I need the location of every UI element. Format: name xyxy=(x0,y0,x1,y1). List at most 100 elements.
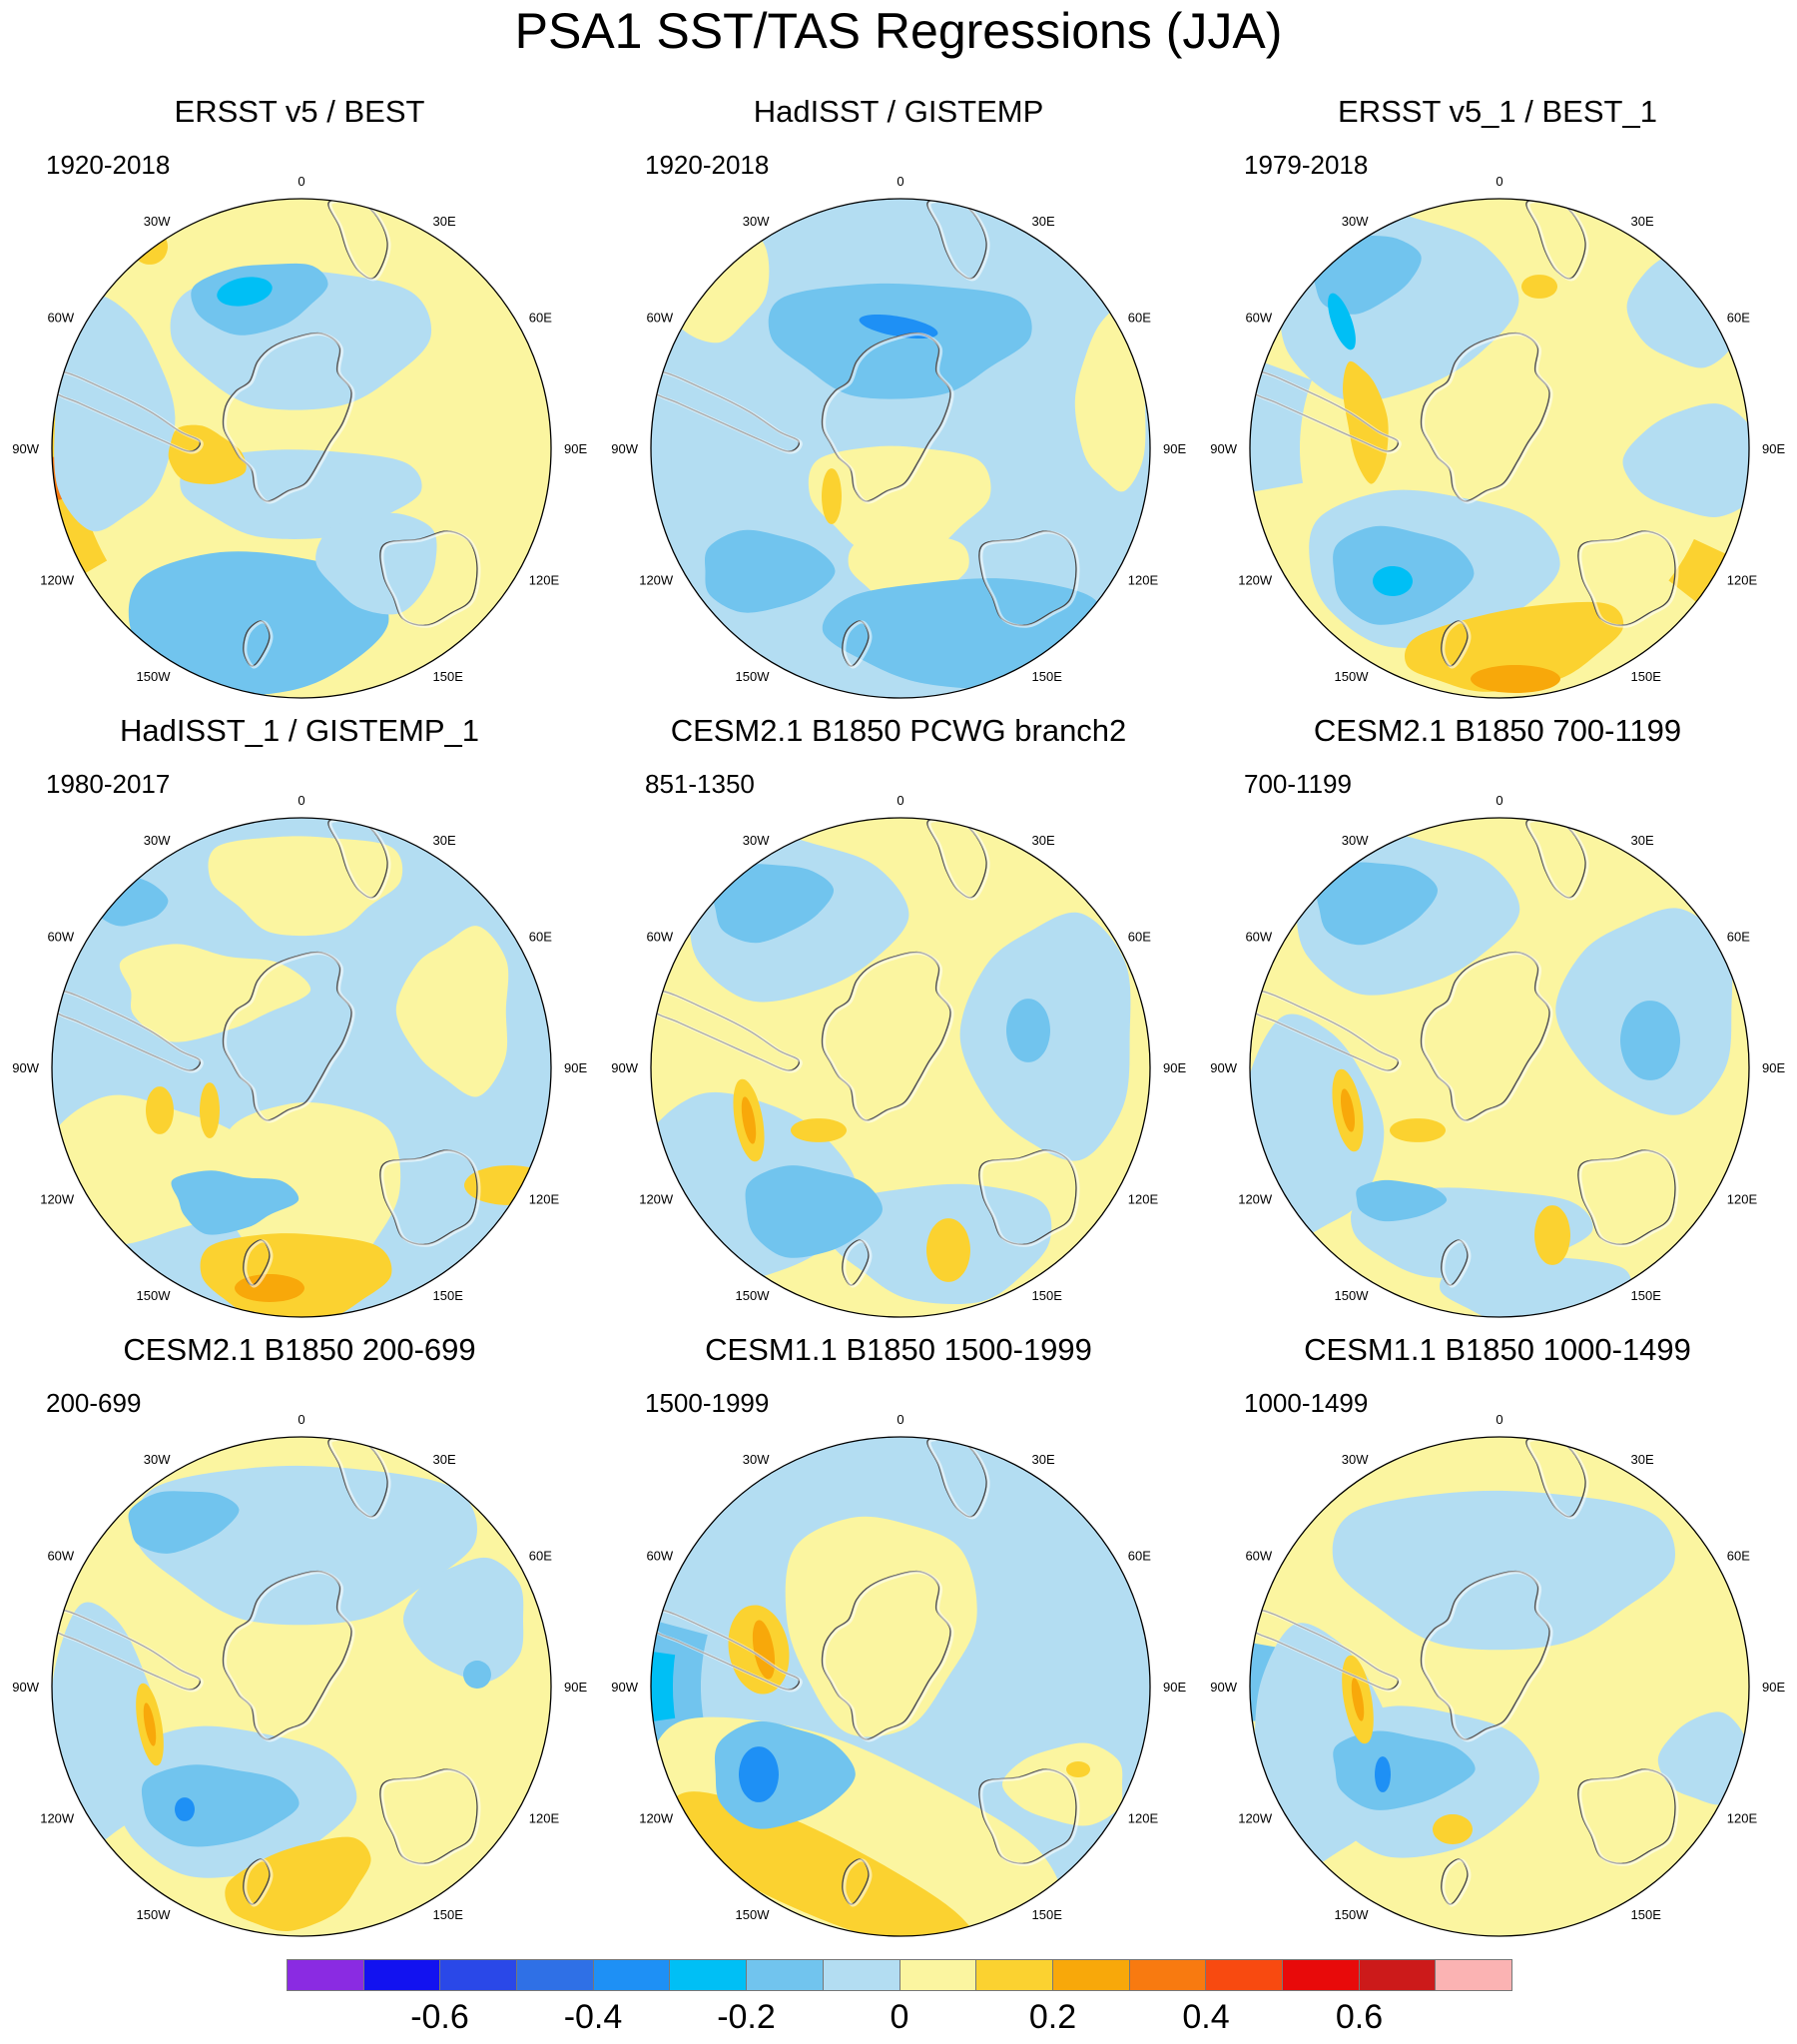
field-contour xyxy=(141,1764,300,1847)
longitude-label: 120E xyxy=(529,1811,560,1826)
coastline-halo xyxy=(53,990,204,1073)
longitude-label: 60E xyxy=(1128,1549,1151,1564)
longitude-label: 30E xyxy=(433,1452,456,1467)
map-border xyxy=(650,817,1151,1318)
coastline-halo xyxy=(1251,990,1402,1073)
longitude-label: 60W xyxy=(47,1549,74,1564)
panel-period: 1979-2018 xyxy=(1244,150,1369,180)
panel-title: CESM1.1 B1850 1500-1999 xyxy=(705,1332,1092,1367)
field-contour xyxy=(200,1082,220,1138)
longitude-label: 30W xyxy=(144,833,171,848)
colorbar-tick-label: -0.6 xyxy=(410,1998,469,2036)
field-contour xyxy=(1066,1761,1090,1777)
coastline-halo xyxy=(652,990,803,1073)
panel-title: CESM1.1 B1850 1000-1499 xyxy=(1304,1332,1691,1367)
colorbar-swatch xyxy=(670,1960,748,1990)
colorbar-swatch xyxy=(288,1960,364,1990)
longitude-label: 30E xyxy=(1631,833,1654,848)
longitude-label: 120E xyxy=(1128,1192,1159,1207)
coastline-halo xyxy=(1578,1768,1679,1866)
panel-title: CESM2.1 B1850 PCWG branch2 xyxy=(670,713,1127,748)
field-contour xyxy=(1328,293,1356,350)
field-contour xyxy=(54,295,176,532)
longitude-label: 120E xyxy=(1128,573,1159,588)
longitude-label: 30E xyxy=(1032,1452,1055,1467)
polar-map: 030E60E90E120E150E180150W120W90W60W30W xyxy=(12,1412,587,1937)
coastline-halo xyxy=(328,199,391,282)
longitude-label: 150E xyxy=(433,1907,464,1922)
coastline-halo xyxy=(53,1609,204,1693)
coastline-halo xyxy=(1578,1149,1679,1247)
map-border xyxy=(650,198,1151,699)
longitude-label: 90E xyxy=(1762,1060,1785,1075)
panel-period: 1920-2018 xyxy=(46,150,171,180)
colorbar-labels: -0.6 -0.4 -0.2 0 0.2 0.4 0.6 xyxy=(287,1997,1512,2043)
field-contour xyxy=(1433,1814,1473,1844)
coastline-halo xyxy=(1422,952,1553,1123)
colorbar-tick-label: -0.2 xyxy=(717,1998,776,2036)
coastline-halo xyxy=(823,1571,954,1742)
field-contour xyxy=(175,1797,195,1821)
panel-period: 1500-1999 xyxy=(645,1388,770,1418)
field-contour xyxy=(1657,1711,1749,1805)
longitude-label: 0 xyxy=(298,793,304,808)
longitude-label: 120W xyxy=(1238,573,1273,588)
coastline-halo xyxy=(927,1437,990,1520)
colorbar-tick-label: 0.2 xyxy=(1028,1998,1077,2036)
coastline-halo xyxy=(1422,333,1553,504)
panel-period: 1920-2018 xyxy=(645,150,770,180)
coastline-halo xyxy=(1578,530,1679,628)
field-contour xyxy=(132,229,168,265)
longitude-label: 30E xyxy=(433,214,456,229)
longitude-label: 150W xyxy=(137,669,172,684)
field-contour xyxy=(1440,1257,1631,1317)
field-contour xyxy=(1340,1088,1356,1132)
figure-title: PSA1 SST/TAS Regressions (JJA) xyxy=(514,3,1283,59)
longitude-label: 90W xyxy=(1210,1680,1237,1695)
map-panel: CESM2.1 B1850 200-699 200-699 0 30E 60E 90E 12… xyxy=(0,1330,599,1949)
longitude-label: 30W xyxy=(743,214,770,229)
field-contour xyxy=(651,1651,676,1722)
field-contour xyxy=(791,1118,847,1142)
longitude-label: 60W xyxy=(47,311,74,326)
longitude-label: 60E xyxy=(529,311,552,326)
longitude-label: 150E xyxy=(1032,1907,1063,1922)
map-border xyxy=(650,1436,1151,1937)
longitude-label: 60E xyxy=(1727,311,1750,326)
longitude-label: 30E xyxy=(1032,833,1055,848)
colorbar-swatch xyxy=(1129,1960,1207,1990)
longitude-label: 60E xyxy=(1727,1549,1750,1564)
field-contour xyxy=(768,283,1032,399)
longitude-label: 60W xyxy=(47,930,74,945)
field-contour xyxy=(463,1661,491,1689)
longitude-label: 30W xyxy=(743,1452,770,1467)
field-contour xyxy=(146,1086,174,1134)
colorbar-swatch xyxy=(440,1960,518,1990)
longitude-label: 30W xyxy=(1342,214,1369,229)
coastline-halo xyxy=(979,530,1080,628)
panel-period: 851-1350 xyxy=(645,769,755,799)
longitude-label: 90W xyxy=(611,1060,638,1075)
map-border xyxy=(51,1436,552,1937)
field-contour xyxy=(1006,999,1050,1062)
colorbar-swatch xyxy=(1052,1960,1130,1990)
field-contour xyxy=(1332,1490,1675,1651)
map-border xyxy=(1249,817,1750,1318)
panel-title: CESM2.1 B1850 700-1199 xyxy=(1313,713,1682,748)
panel-title: ERSST v5 / BEST xyxy=(174,94,425,129)
field-contour xyxy=(1074,306,1146,492)
longitude-label: 150W xyxy=(736,1288,771,1303)
field-contour xyxy=(1250,361,1313,492)
field-contour xyxy=(217,277,273,307)
longitude-label: 30W xyxy=(1342,1452,1369,1467)
field-contour xyxy=(128,1491,240,1554)
coastline-halo xyxy=(53,370,204,454)
longitude-label: 60E xyxy=(1128,311,1151,326)
field-contour xyxy=(1351,1678,1365,1721)
longitude-label: 90W xyxy=(12,1680,39,1695)
map-panel: CESM2.1 B1850 PCWG branch2 851-1350 0 30E 60… xyxy=(599,711,1198,1330)
panel-period: 1000-1499 xyxy=(1244,1388,1369,1418)
longitude-label: 90W xyxy=(1210,1060,1237,1075)
field-contour xyxy=(670,1791,980,1936)
coastline-halo xyxy=(380,530,481,628)
